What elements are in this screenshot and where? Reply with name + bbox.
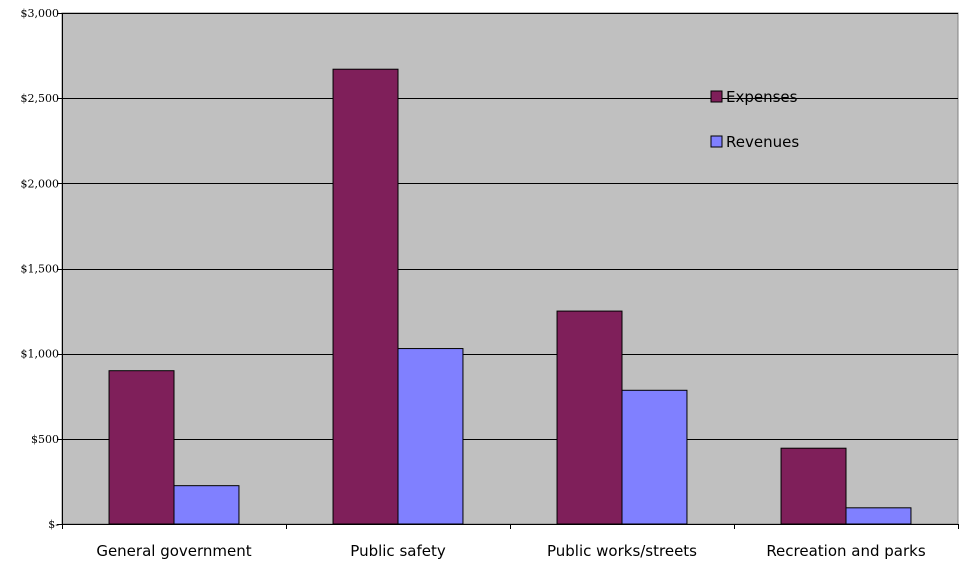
bar-revenues-0 xyxy=(173,485,240,525)
legend: Expenses Revenues xyxy=(710,88,799,151)
bar-expenses-0 xyxy=(108,370,175,525)
x-tick-label: Recreation and parks xyxy=(766,542,926,560)
gridlines xyxy=(62,13,958,440)
plot-area xyxy=(61,12,959,525)
y-tick-label: $2,000 xyxy=(21,177,60,190)
x-tick-labels: General government Public safety Public wo… xyxy=(96,542,926,560)
axes xyxy=(57,13,959,529)
y-tick-labels: $- $500 $1,000 $1,500 $2,000 $2,500 $3,000 xyxy=(21,7,60,531)
legend-swatch-revenues xyxy=(710,135,723,148)
legend-swatch-expenses xyxy=(710,90,723,103)
y-tick-label: $500 xyxy=(31,433,59,446)
y-tick-label: $3,000 xyxy=(21,7,60,20)
x-tick-label: Public safety xyxy=(350,542,446,560)
y-tick-label: $2,500 xyxy=(21,92,60,105)
y-tick-label: $1,500 xyxy=(21,263,60,276)
legend-label-revenues: Revenues xyxy=(726,133,799,151)
bar-expenses-2 xyxy=(556,310,623,525)
y-tick-label: $1,000 xyxy=(21,348,60,361)
bar-expenses-1 xyxy=(332,68,399,525)
bar-revenues-2 xyxy=(621,389,688,525)
bar-expenses-3 xyxy=(780,447,847,525)
bar-revenues-1 xyxy=(397,348,464,525)
x-tick-label: Public works/streets xyxy=(547,542,697,560)
bar-revenues-3 xyxy=(845,507,912,525)
bars xyxy=(108,68,912,525)
legend-label-expenses: Expenses xyxy=(726,88,798,106)
x-tick-label: General government xyxy=(96,542,251,560)
y-tick-label: $- xyxy=(48,518,59,531)
